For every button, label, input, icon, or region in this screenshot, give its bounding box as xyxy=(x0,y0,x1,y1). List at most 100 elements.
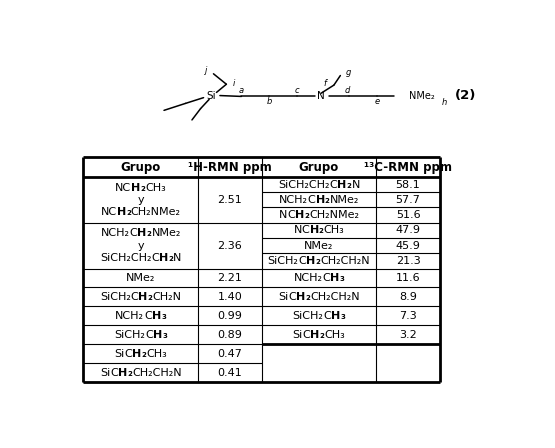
Text: 2.36: 2.36 xyxy=(218,241,242,250)
Text: 58.1: 58.1 xyxy=(396,180,421,190)
Text: (2): (2) xyxy=(455,89,476,102)
Text: NMe₂: NMe₂ xyxy=(126,273,155,283)
Text: C: C xyxy=(324,311,331,321)
Text: H: H xyxy=(118,368,127,378)
Text: ₂: ₂ xyxy=(305,292,310,302)
Text: H: H xyxy=(310,225,319,235)
Text: a: a xyxy=(239,86,244,95)
Text: Grupo: Grupo xyxy=(299,161,339,174)
Text: CH₃: CH₃ xyxy=(324,225,345,235)
Text: NC: NC xyxy=(100,207,117,217)
Text: NCH₂: NCH₂ xyxy=(100,228,129,238)
Text: i: i xyxy=(233,79,235,88)
Text: CH₃: CH₃ xyxy=(145,183,166,193)
Text: 45.9: 45.9 xyxy=(396,241,421,250)
Text: 11.6: 11.6 xyxy=(396,273,420,283)
Text: C: C xyxy=(130,292,138,302)
Text: H: H xyxy=(310,330,320,340)
Text: NMe₂: NMe₂ xyxy=(330,195,359,205)
Text: y: y xyxy=(138,241,144,250)
Text: e: e xyxy=(375,98,380,107)
Text: ₃: ₃ xyxy=(162,311,166,321)
Text: ₂: ₂ xyxy=(325,195,330,205)
Text: SiCH₂: SiCH₂ xyxy=(100,292,130,302)
Text: Si: Si xyxy=(206,90,216,100)
Text: N: N xyxy=(294,225,302,235)
Text: C: C xyxy=(144,311,152,321)
Text: C: C xyxy=(302,330,310,340)
Text: 51.6: 51.6 xyxy=(396,210,420,220)
Text: NMe₂: NMe₂ xyxy=(409,91,435,101)
Text: ₂: ₂ xyxy=(148,292,153,302)
Text: 2.51: 2.51 xyxy=(218,195,242,205)
Text: ₂: ₂ xyxy=(140,183,145,193)
Text: NCH₂: NCH₂ xyxy=(294,273,322,283)
Text: ₂: ₂ xyxy=(319,225,324,235)
Text: SiCH₂: SiCH₂ xyxy=(114,330,145,340)
Text: C: C xyxy=(145,330,153,340)
Text: ¹H-RMN ppm: ¹H-RMN ppm xyxy=(188,161,272,174)
Text: SiCH₂: SiCH₂ xyxy=(268,256,299,266)
Text: b: b xyxy=(267,98,272,107)
Text: H: H xyxy=(152,311,162,321)
Text: SiCH₂CH₂: SiCH₂CH₂ xyxy=(278,180,330,190)
Text: 3.2: 3.2 xyxy=(399,330,417,340)
Text: H: H xyxy=(159,253,168,263)
Text: C: C xyxy=(110,368,118,378)
Text: h: h xyxy=(442,98,447,107)
Text: C: C xyxy=(288,292,296,302)
Text: H: H xyxy=(117,207,126,217)
Text: C: C xyxy=(129,228,137,238)
Text: NMe₂: NMe₂ xyxy=(304,241,334,250)
Text: CH₂CH₂N: CH₂CH₂N xyxy=(320,256,370,266)
Text: SiCH₂CH₂: SiCH₂CH₂ xyxy=(100,253,152,263)
Text: d: d xyxy=(344,86,350,95)
Text: ₂: ₂ xyxy=(304,210,309,220)
Text: N: N xyxy=(173,253,181,263)
Text: CH₂CH₂N: CH₂CH₂N xyxy=(132,368,181,378)
Text: C: C xyxy=(299,256,306,266)
Text: H: H xyxy=(306,256,316,266)
Text: C: C xyxy=(287,210,295,220)
Text: NMe₂: NMe₂ xyxy=(152,228,181,238)
Text: H: H xyxy=(296,292,305,302)
Text: g: g xyxy=(345,68,351,77)
Text: H: H xyxy=(295,210,304,220)
Text: 0.89: 0.89 xyxy=(218,330,242,340)
Text: N: N xyxy=(317,91,325,101)
Text: ₂: ₂ xyxy=(127,368,132,378)
Text: H: H xyxy=(337,180,346,190)
Text: 1.40: 1.40 xyxy=(218,292,242,302)
Text: SiCH₂: SiCH₂ xyxy=(292,311,324,321)
Text: Grupo: Grupo xyxy=(120,161,161,174)
Text: 47.9: 47.9 xyxy=(396,225,421,235)
Text: NCH₂: NCH₂ xyxy=(115,311,144,321)
Text: 7.3: 7.3 xyxy=(399,311,417,321)
Text: 0.41: 0.41 xyxy=(218,368,242,378)
Text: f: f xyxy=(323,79,326,88)
Text: N: N xyxy=(279,210,287,220)
Text: NC: NC xyxy=(115,183,132,193)
Text: CH₂NMe₂: CH₂NMe₂ xyxy=(309,210,359,220)
Text: 8.9: 8.9 xyxy=(399,292,417,302)
Text: C: C xyxy=(152,253,159,263)
Text: ₂: ₂ xyxy=(142,349,147,359)
Text: 2.21: 2.21 xyxy=(218,273,242,283)
Text: j: j xyxy=(205,66,207,75)
Text: H: H xyxy=(137,228,147,238)
Text: ₂: ₂ xyxy=(168,253,173,263)
Text: H: H xyxy=(132,183,140,193)
Text: ₃: ₃ xyxy=(340,311,345,321)
Text: ₂: ₂ xyxy=(346,180,351,190)
Text: CH₃: CH₃ xyxy=(325,330,345,340)
Text: CH₂N: CH₂N xyxy=(153,292,181,302)
Text: H: H xyxy=(316,195,325,205)
Text: CH₂CH₂N: CH₂CH₂N xyxy=(310,292,360,302)
Text: NCH₂: NCH₂ xyxy=(279,195,308,205)
Text: 57.7: 57.7 xyxy=(396,195,421,205)
Text: ₂: ₂ xyxy=(320,330,325,340)
Text: C: C xyxy=(330,180,337,190)
Text: ¹³C-RMN ppm: ¹³C-RMN ppm xyxy=(364,161,452,174)
Text: ₂: ₂ xyxy=(126,207,131,217)
Text: y: y xyxy=(138,195,144,205)
